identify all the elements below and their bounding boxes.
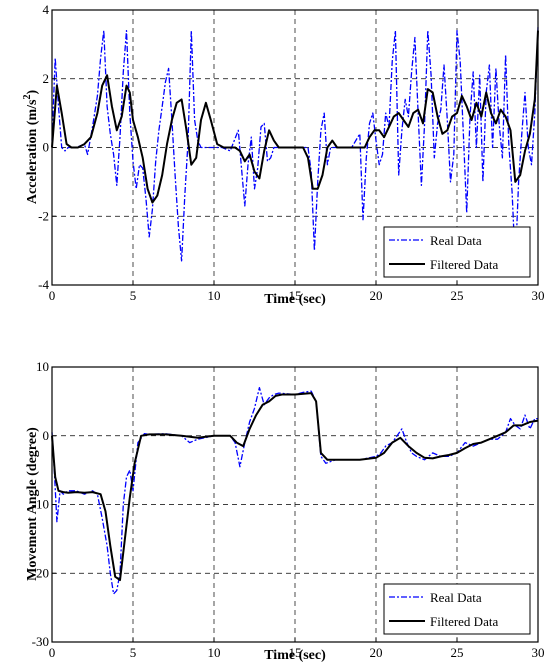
x-axis-label: Time (sec) xyxy=(264,648,326,662)
y-tick-label: 10 xyxy=(36,359,49,374)
x-tick-label: 0 xyxy=(49,288,56,303)
x-tick-label: 10 xyxy=(208,288,221,303)
x-tick-label: 20 xyxy=(370,645,383,660)
x-tick-label: 25 xyxy=(451,645,464,660)
legend: Real Data Filtered Data xyxy=(383,583,531,635)
x-tick-label: 0 xyxy=(49,645,56,660)
x-tick-label: 15 xyxy=(289,645,302,660)
filtered-data-line xyxy=(51,30,539,204)
y-tick-label: -20 xyxy=(32,565,49,580)
legend-label-real: Real Data xyxy=(430,233,482,248)
x-tick-label: 20 xyxy=(370,288,383,303)
legend: Real Data Filtered Data xyxy=(383,226,531,278)
y-tick-label: -2 xyxy=(38,208,49,223)
y-tick-label: -30 xyxy=(32,634,49,649)
acceleration-chart: 0 5 10 15 20 25 30 -4 -2 0 2 4 Time (sec) Accelerat… xyxy=(22,2,545,307)
x-tick-label: 30 xyxy=(532,288,545,303)
legend-label-real: Real Data xyxy=(430,590,482,605)
filtered-data-line xyxy=(51,392,539,582)
y-axis-label-tail: ) xyxy=(25,90,40,95)
x-tick-label: 5 xyxy=(130,288,137,303)
y-axis-label-superscript: 2 xyxy=(22,95,33,100)
y-tick-label: 0 xyxy=(43,428,50,443)
x-tick-label: 10 xyxy=(208,645,221,660)
y-tick-label: 4 xyxy=(43,2,50,17)
y-axis-label: Acceleration (m/s2) xyxy=(22,90,40,205)
legend-label-filtered: Filtered Data xyxy=(430,257,498,272)
movement-angle-chart: 0 5 10 15 20 25 30 -30 -20 -10 0 10 Time (sec) Move… xyxy=(25,359,545,662)
real-data-line xyxy=(51,27,539,266)
x-tick-label: 15 xyxy=(289,288,302,303)
y-axis-label-main: Acceleration (m/s xyxy=(25,99,40,204)
legend-box xyxy=(383,583,531,635)
legend-box xyxy=(383,226,531,278)
plot-lines xyxy=(51,386,539,595)
grid xyxy=(52,367,538,642)
y-tick-label: 0 xyxy=(43,140,50,155)
y-tick-label: 2 xyxy=(43,71,50,86)
y-axis-label: Movement Angle (degree) xyxy=(25,427,40,581)
x-tick-label: 25 xyxy=(451,288,464,303)
x-tick-label: 30 xyxy=(532,645,545,660)
legend-label-filtered: Filtered Data xyxy=(430,614,498,629)
y-tick-label: -4 xyxy=(38,277,49,292)
x-axis-label: Time (sec) xyxy=(264,292,326,307)
tick-labels: 0 5 10 15 20 25 30 -30 -20 -10 0 10 xyxy=(32,359,545,660)
x-tick-label: 5 xyxy=(130,645,137,660)
y-tick-label: -10 xyxy=(32,497,49,512)
tick-labels: 0 5 10 15 20 25 30 -4 -2 0 2 4 xyxy=(38,2,544,303)
plot-lines xyxy=(51,27,539,266)
